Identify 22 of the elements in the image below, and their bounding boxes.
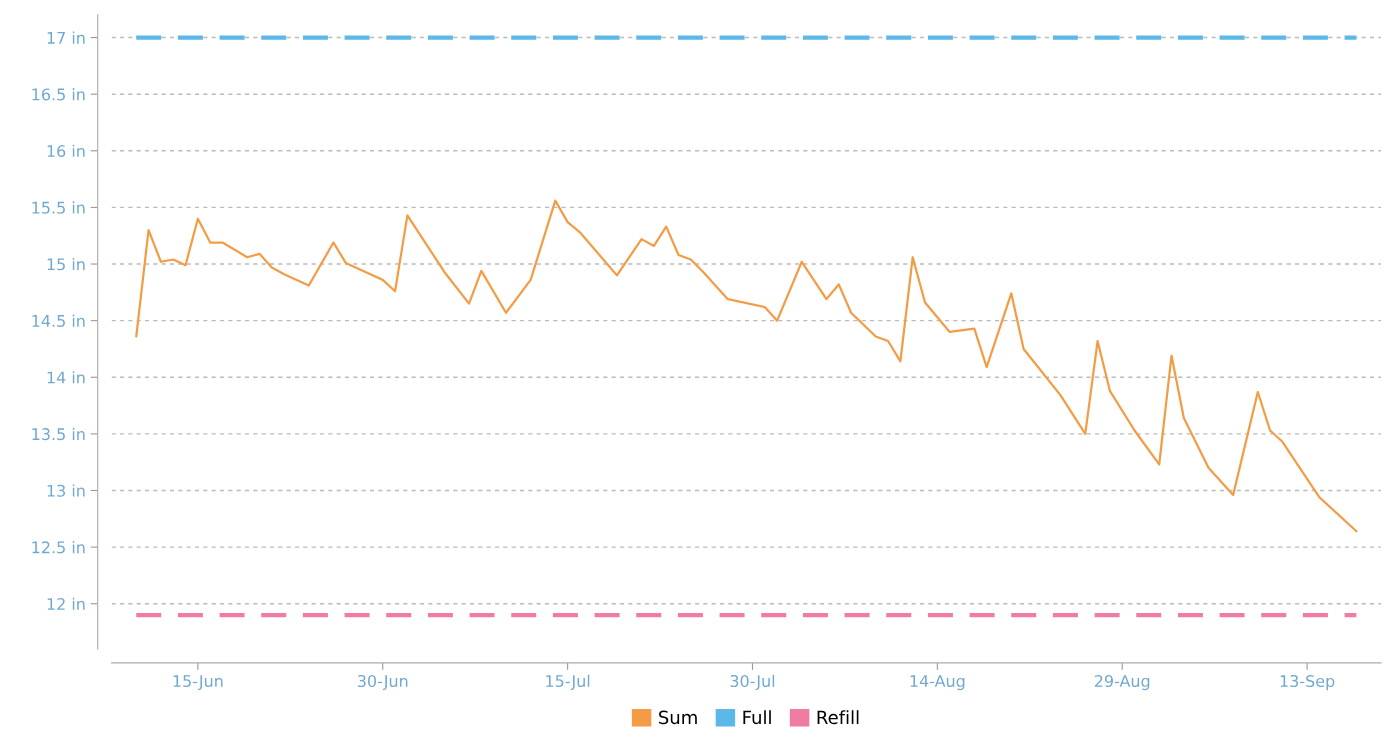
- x-tick-label: 13-Sep: [1280, 675, 1335, 691]
- x-tick-label: 15-Jul: [546, 674, 590, 691]
- y-tick-label: 17 in: [47, 31, 85, 44]
- y-tick-label: 16 in: [47, 144, 85, 158]
- line-series: [135, 199, 1358, 533]
- y-tick-label: 14 in: [47, 371, 85, 384]
- y-tick-label: 16.5 in: [32, 88, 85, 101]
- x-tick-label: 15-Jun: [173, 675, 223, 691]
- x-tick-label: 14-Aug: [910, 675, 965, 691]
- y-tick-label: 14.5 in: [32, 314, 85, 327]
- legend-label: Refill: [817, 710, 859, 725]
- x-tick-label: 30-Jun: [357, 675, 408, 691]
- y-tick-label: 13 in: [47, 484, 85, 497]
- y-tick-label: 15 in: [47, 257, 85, 271]
- legend-label: Sum: [659, 710, 697, 725]
- y-tick-label: 12 in: [47, 597, 85, 610]
- y-tick-label: 15.5 in: [32, 201, 85, 214]
- x-tick-label: 29-Aug: [1094, 675, 1150, 691]
- y-tick-label: 12.5 in: [32, 541, 85, 554]
- y-tick-label: 13.5 in: [32, 427, 85, 441]
- x-tick-label: 30-Jul: [730, 674, 775, 691]
- legend-label: Full: [743, 710, 771, 725]
